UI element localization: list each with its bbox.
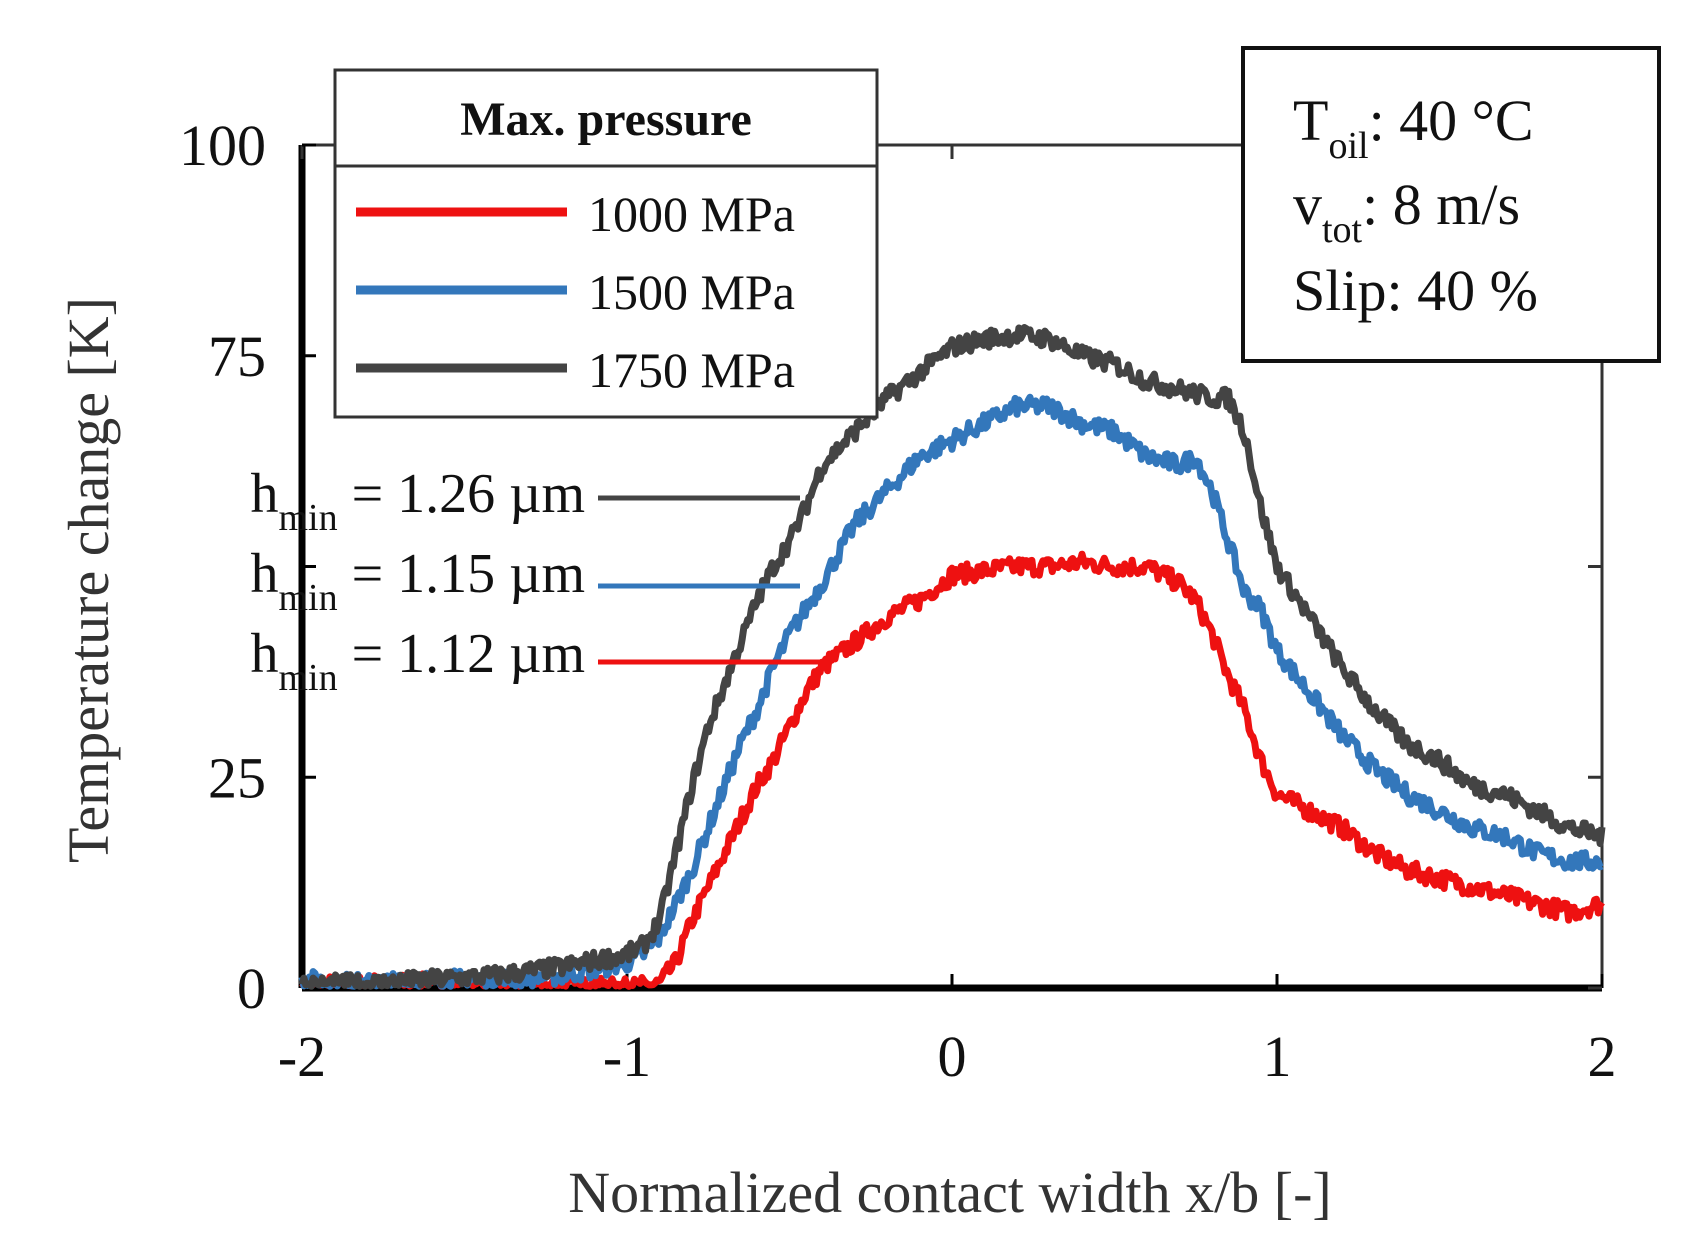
hmin-value: = 1.26 µm	[338, 463, 585, 525]
series-line-1000-mpa	[299, 550, 1605, 990]
legend-label: 1750 MPa	[588, 342, 795, 398]
x-tick-label: -2	[278, 1024, 326, 1089]
condition-line: Toil: 40 °C	[1293, 88, 1534, 167]
condition-line: vtot: 8 m/s	[1293, 172, 1520, 251]
hmin-label: hmin = 1.26 µm	[250, 463, 585, 539]
hmin-label: hmin = 1.15 µm	[250, 543, 585, 619]
legend: Max. pressure 1000 MPa 1500 MPa 1750 MPa	[333, 68, 879, 419]
hmin-subscript: min	[278, 577, 337, 619]
conditions-frame	[1241, 46, 1661, 363]
y-tick-label: 25	[208, 745, 266, 810]
hmin-subscript: min	[278, 657, 337, 699]
hmin-label: hmin = 1.12 µm	[250, 623, 585, 699]
x-tick-label: 0	[938, 1024, 967, 1089]
y-tick-label: 100	[179, 113, 266, 178]
series-lines	[298, 324, 1606, 990]
hmin-symbol: h	[250, 543, 278, 605]
hmin-symbol: h	[250, 463, 278, 525]
condition-line: Slip: 40 %	[1293, 258, 1538, 323]
legend-box	[333, 68, 879, 419]
x-axis-label: Normalized contact width x/b [-]	[568, 1160, 1331, 1225]
x-axis: -2 -1 0 1 2	[278, 145, 1617, 1089]
y-axis-label: Temperature change [K]	[56, 297, 121, 863]
x-tick-label: -1	[603, 1024, 651, 1089]
legend-label: 1000 MPa	[588, 186, 795, 242]
hmin-value: = 1.12 µm	[338, 623, 585, 685]
legend-title: Max. pressure	[460, 93, 752, 146]
x-tick-label: 2	[1588, 1024, 1617, 1089]
series-line-1750-mpa	[298, 324, 1606, 990]
x-tick-label: 1	[1263, 1024, 1292, 1089]
hmin-subscript: min	[278, 497, 337, 539]
hmin-symbol: h	[250, 623, 278, 685]
y-axis: 0 25 75 100	[179, 113, 1602, 1021]
legend-label: 1500 MPa	[588, 264, 795, 320]
hmin-value: = 1.15 µm	[338, 543, 585, 605]
y-tick-label: 0	[237, 956, 266, 1021]
y-tick-label: 75	[208, 324, 266, 389]
